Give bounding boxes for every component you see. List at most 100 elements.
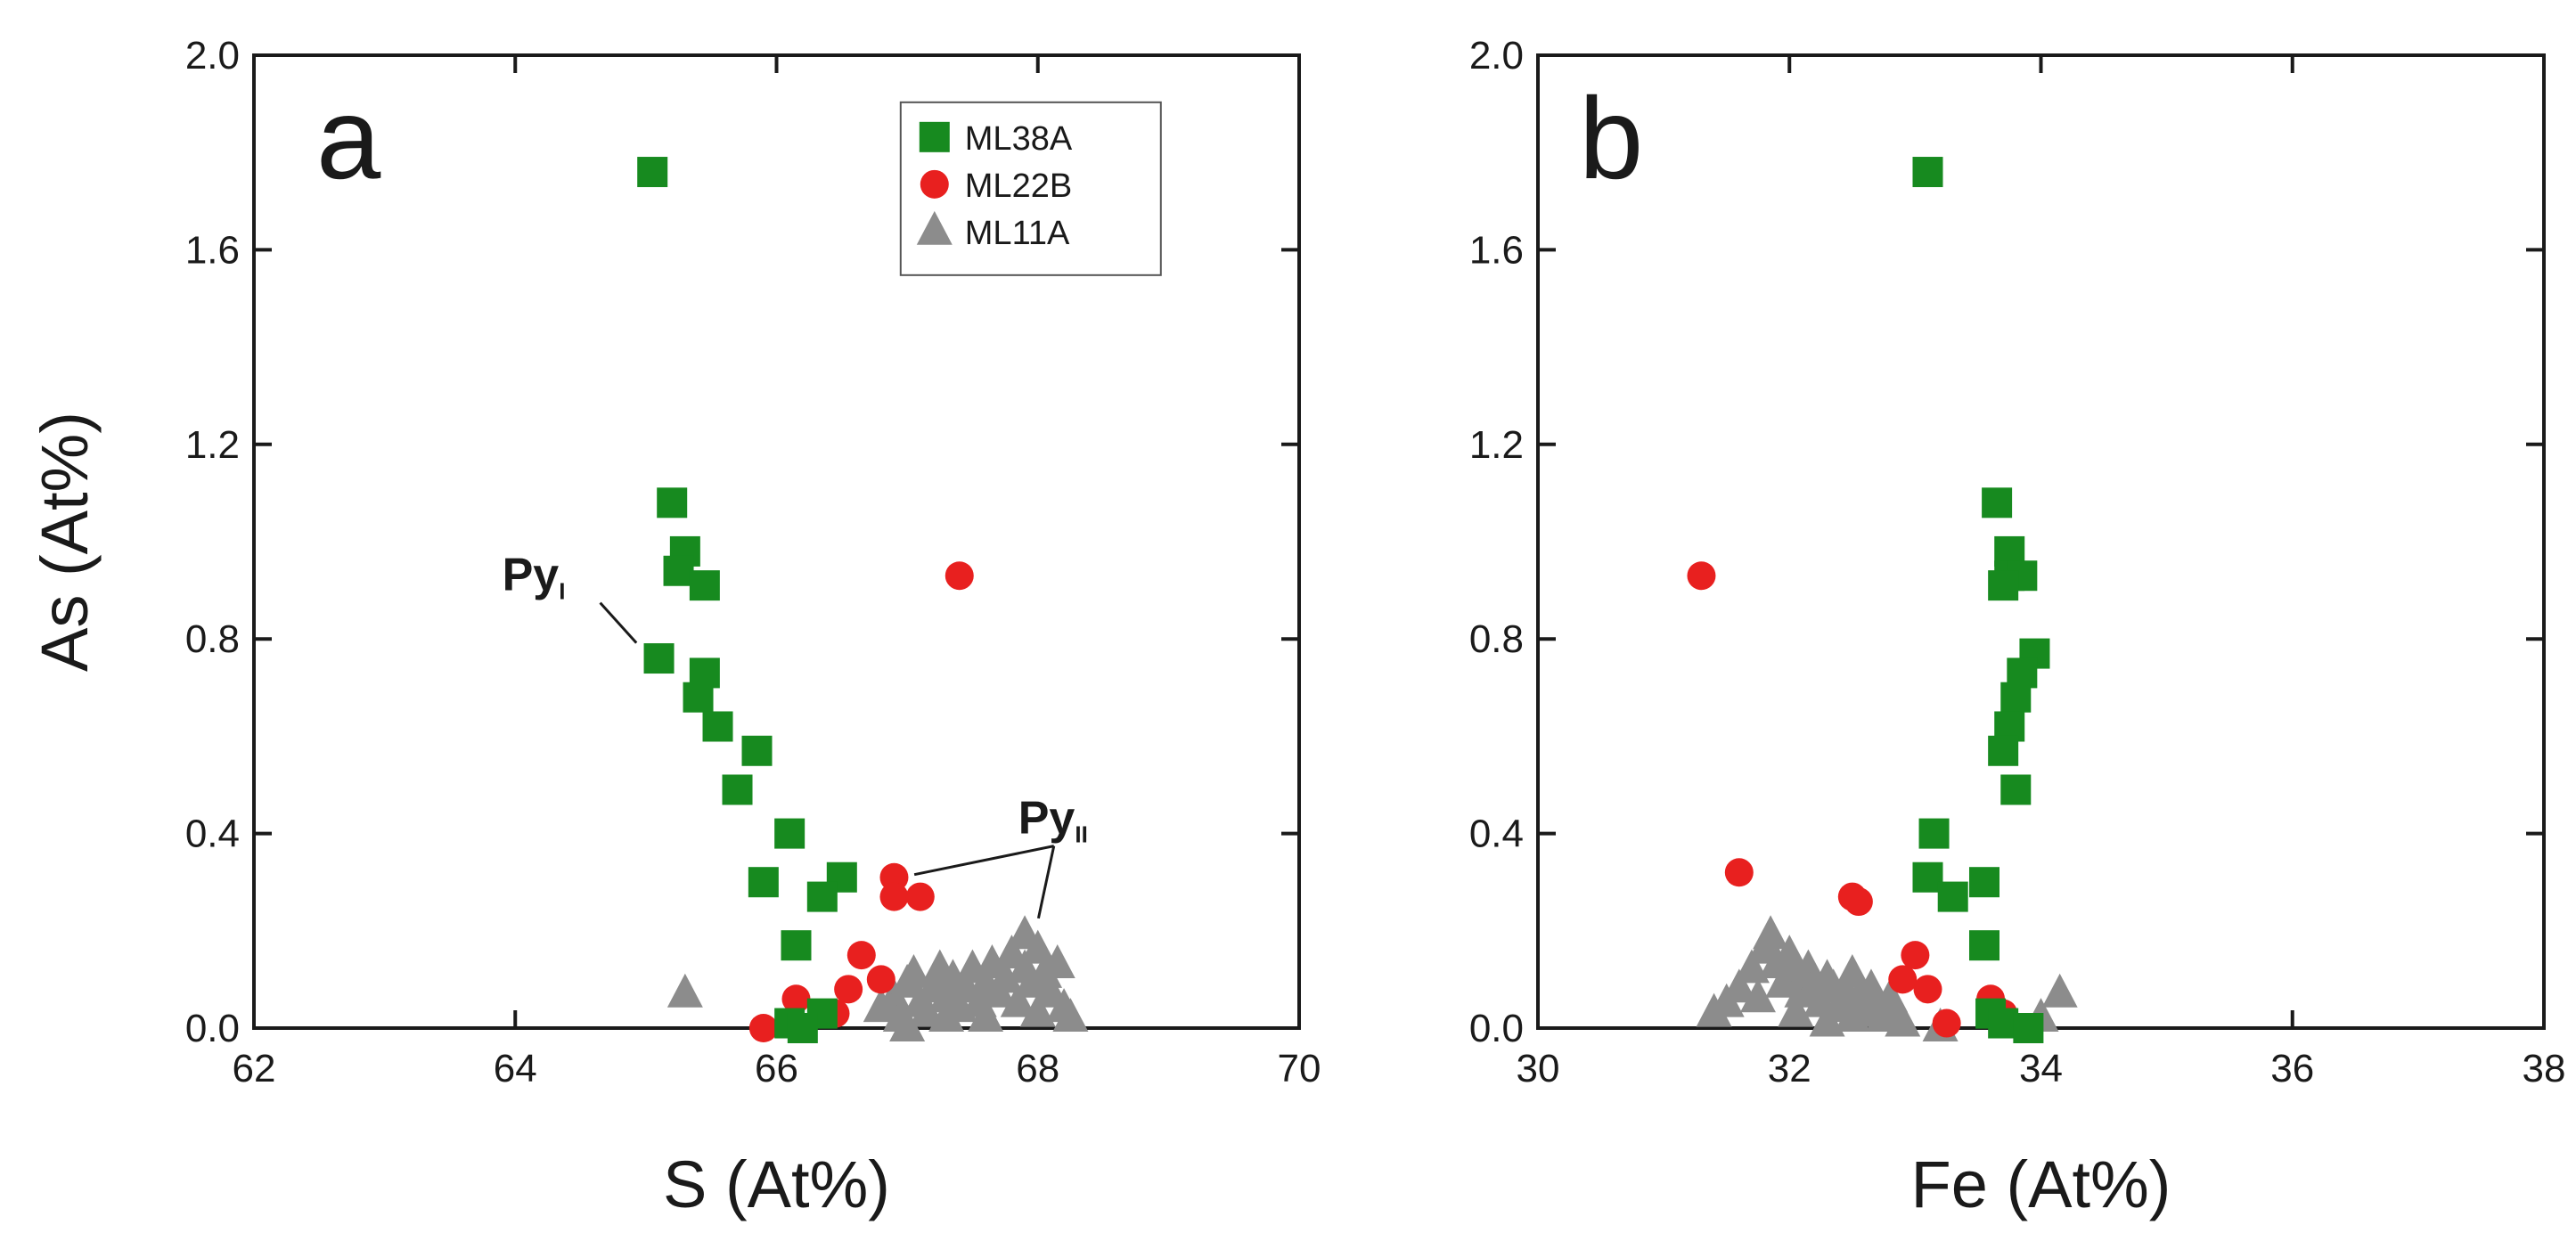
panel-a-letter: a (316, 73, 381, 203)
panel-b-point-ml22b (1932, 1008, 1961, 1038)
panel-a-point-ml22b (945, 561, 974, 591)
panel-b-point-ml38a (2000, 682, 2032, 713)
panel-a-annotation-leader (599, 601, 638, 644)
panel-a-point-ml38a (748, 867, 779, 898)
panel-b-point-ml22b (1724, 858, 1754, 887)
panel-b-point-ml11a (1708, 983, 1745, 1017)
panel-a-point-ml11a (666, 973, 703, 1008)
panel-a-ticks (252, 53, 1301, 1030)
panel-b-x-tick-label: 38 (2523, 1047, 2566, 1090)
panel-b-point-ml22b (1913, 975, 1942, 1004)
panel-b-point-ml38a (1937, 881, 1968, 912)
panel-b-point-ml38a (1968, 867, 1999, 898)
panel-b-x-axis-title: Fe (At%) (1911, 1147, 2171, 1221)
panel-a-x-tick-label: 64 (494, 1047, 537, 1090)
panel-b-point-ml38a (2013, 1013, 2044, 1043)
panel-b-x-tick-label: 32 (1768, 1047, 1811, 1090)
panel-b-point-ml11a (1739, 978, 1776, 1013)
panel-b-point-ml11a (1809, 1002, 1845, 1037)
panel-b-point-ml11a (1753, 915, 1789, 950)
panel-b-point-ml11a (2041, 973, 2078, 1008)
panel-b-ticks (1536, 53, 2546, 1030)
panel-a-x-tick-label: 62 (233, 1047, 276, 1090)
panel-b-point-ml11a (1834, 998, 1870, 1033)
panel-a-point-ml38a (689, 570, 720, 601)
panel-a-legend-label-ml38a: ML38A (965, 120, 1073, 158)
panel-a-y-tick-label: 2.0 (185, 34, 240, 78)
panel-a-point-ml22b (781, 984, 811, 1014)
panel-b-x-tick-label: 34 (2019, 1047, 2063, 1090)
panel-a-point-ml22b (748, 1014, 778, 1042)
panel-b-point-ml22b (1901, 941, 1930, 970)
panel-b-letter: b (1579, 73, 1643, 203)
panel-b-point-ml38a (1988, 735, 2019, 766)
panel-a: 62 64 66 68 70 0.0 0.4 0.8 1.2 1.6 2.0 PyI PyII a S… (28, 34, 1321, 1221)
panel-a-legend-label-ml11a: ML11A (965, 215, 1070, 252)
panel-b-point-ml22b (1844, 887, 1873, 917)
panel-a-point-ml38a (643, 643, 675, 674)
panel-a-point-ml11a (1019, 929, 1056, 964)
panel-a-point-ml38a (683, 682, 714, 713)
panel-a-point-ml11a (1039, 944, 1075, 978)
panel-a-annotation-leader (1036, 845, 1056, 919)
panel-a-tick-labels: 62 64 66 68 70 0.0 0.4 0.8 1.2 1.6 2.0 (185, 34, 1321, 1090)
panel-a-point-ml11a (987, 959, 1024, 993)
panel-b-x-tick-label: 30 (1517, 1047, 1560, 1090)
panel-a-point-ml38a (774, 818, 806, 849)
panel-b-tick-labels: 30 32 34 36 38 0.0 0.4 0.8 1.2 1.6 2.0 (1469, 34, 2566, 1090)
panel-a-y-tick-label: 0.8 (185, 617, 240, 661)
panel-a-point-ml38a (781, 930, 812, 961)
panel-a-point-ml38a (806, 881, 838, 912)
panel-b-point-ml38a (1982, 487, 2013, 519)
panel-a-y-tick-label: 0.4 (185, 812, 240, 856)
panel-a-point-ml22b (905, 882, 935, 911)
panel-b-x-tick-label: 36 (2270, 1047, 2314, 1090)
panel-a-point-ml11a (1052, 998, 1089, 1033)
panel-a-point-ml22b (866, 965, 895, 994)
panel-a-point-ml38a (657, 487, 688, 519)
panel-a-point-ml38a (637, 157, 668, 188)
panel-a-legend-label-ml22b: ML22B (965, 167, 1072, 205)
panel-a-legend-marker-ml11a (916, 210, 953, 245)
panel-b: 30 32 34 36 38 0.0 0.4 0.8 1.2 1.6 2.0 b Fe (At%) (1469, 34, 2566, 1221)
panel-b-plot-frame (1536, 53, 2546, 1030)
panel-b-point-ml22b (1888, 965, 1918, 994)
panel-a-point-ml11a (882, 998, 919, 1033)
panel-b-point-ml38a (1912, 157, 1943, 188)
panel-a-point-ml38a (663, 555, 694, 586)
panel-a-y-axis-title: As (At%) (28, 412, 102, 672)
panel-a-y-tick-label: 1.6 (185, 228, 240, 272)
panel-a-legend: ML38A ML22B ML11A (899, 101, 1162, 276)
panel-a-legend-marker-ml38a (919, 121, 950, 152)
panel-a-point-ml22b (834, 975, 863, 1004)
panel-a-x-tick-label: 66 (755, 1047, 798, 1090)
panel-b-point-ml11a (1885, 1002, 1921, 1037)
panel-a-annotation-label: PyII (1018, 793, 1088, 848)
panel-a-x-tick-label: 68 (1016, 1047, 1059, 1090)
panel-a-point-ml38a (702, 711, 733, 742)
panel-b-point-ml38a (1988, 570, 2019, 601)
panel-a-point-ml22b (879, 882, 909, 911)
panel-b-y-tick-label: 1.6 (1469, 228, 1524, 272)
panel-a-point-ml11a (968, 998, 1004, 1033)
panel-b-point-ml11a (1834, 953, 1870, 988)
panel-b-y-tick-label: 0.8 (1469, 617, 1524, 661)
panel-b-y-tick-label: 0.4 (1469, 812, 1524, 856)
panel-b-points (1687, 157, 2078, 1043)
panel-b-y-tick-label: 1.2 (1469, 423, 1524, 467)
panel-a-point-ml22b (846, 941, 876, 970)
panel-a-point-ml38a (722, 774, 753, 805)
panel-a-annotations: PyI PyII (503, 550, 1088, 919)
panel-a-point-ml11a (1019, 992, 1056, 1027)
panel-a-annotation-label: PyI (503, 550, 566, 605)
panel-a-point-ml38a (787, 1013, 818, 1043)
panel-b-point-ml38a (1918, 818, 1950, 849)
panel-a-legend-marker-ml22b (920, 169, 949, 199)
panel-a-point-ml11a (895, 953, 932, 988)
panel-a-x-axis-title: S (At%) (663, 1147, 890, 1221)
panel-a-y-tick-label: 0.0 (185, 1007, 240, 1050)
panel-a-points (637, 157, 1089, 1043)
panel-a-point-ml11a (1000, 983, 1036, 1017)
panel-a-x-tick-label: 70 (1278, 1047, 1321, 1090)
